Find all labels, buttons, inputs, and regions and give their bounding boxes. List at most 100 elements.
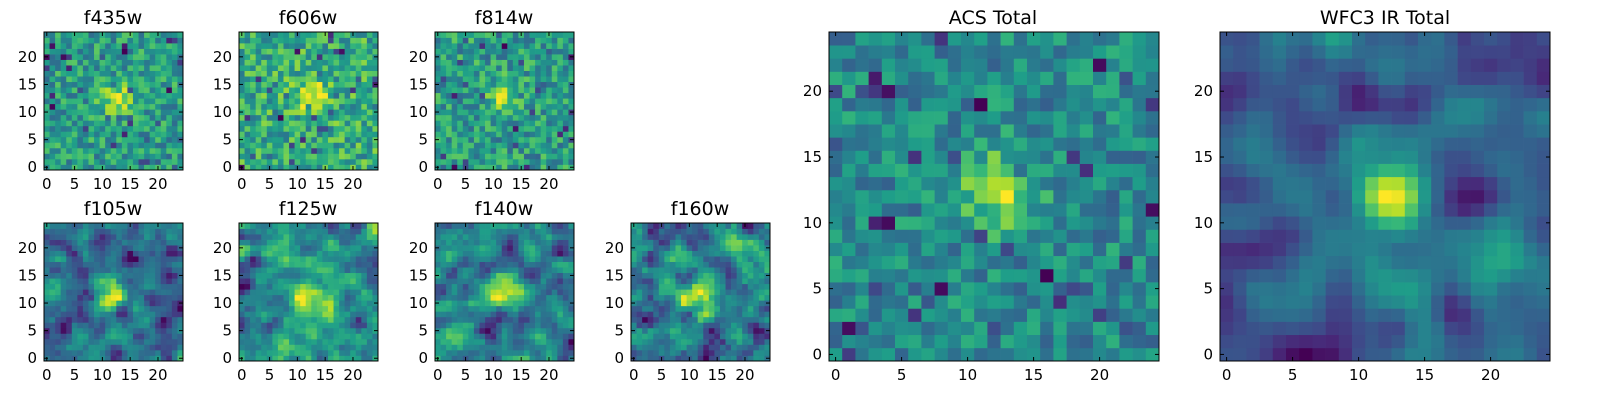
heatmap-cell (144, 142, 150, 149)
heatmap-cell (1013, 229, 1028, 243)
heatmap-cell (535, 37, 541, 44)
heatmap-cell (94, 223, 100, 229)
heatmap-cell (372, 120, 379, 127)
heatmap-cell (557, 32, 564, 38)
heatmap-cell (138, 278, 145, 285)
heatmap-cell (138, 327, 145, 334)
heatmap-cell (675, 245, 682, 251)
heatmap-cell (116, 349, 123, 356)
heatmap-cell (868, 334, 883, 349)
heatmap-cell (144, 267, 150, 274)
heatmap-cell (562, 147, 569, 154)
heatmap-cell (66, 245, 73, 251)
heatmap-cell (55, 349, 62, 356)
heatmap-cell (255, 272, 262, 279)
heatmap-cell (272, 322, 279, 329)
heatmap-cell (88, 272, 95, 279)
heatmap-cell (462, 289, 469, 296)
heatmap-cell (155, 109, 162, 116)
heatmap-cell (138, 164, 145, 171)
heatmap-cell (446, 228, 453, 235)
heatmap-cell (485, 289, 491, 296)
heatmap-cell (719, 272, 726, 279)
heatmap-cell (703, 283, 710, 290)
heatmap-cell (725, 283, 732, 290)
heatmap-cell (631, 338, 637, 345)
axes-frame-f105w (43, 222, 184, 362)
heatmap-cell (289, 344, 295, 351)
heatmap-cell (518, 272, 525, 279)
heatmap-cell (440, 70, 447, 77)
heatmap-cell (339, 256, 345, 262)
heatmap-cell (289, 164, 295, 171)
heatmap-cell (266, 81, 273, 88)
heatmap-cell (350, 87, 357, 94)
heatmap-cell (440, 37, 447, 44)
heatmap-cell (261, 344, 268, 351)
heatmap-cell (250, 267, 257, 274)
heatmap-cell (669, 333, 676, 340)
heatmap-cell (316, 54, 323, 60)
heatmap-cell (714, 250, 721, 257)
heatmap-cell (88, 278, 95, 285)
heatmap-cell (366, 125, 373, 132)
heatmap-cell (540, 267, 547, 274)
heatmap-cell (457, 153, 464, 160)
heatmap-cell (507, 300, 514, 307)
heatmap-cell (144, 54, 150, 60)
heatmap-cell (485, 333, 491, 340)
heatmap-cell (71, 250, 78, 257)
heatmap-cell (322, 70, 329, 77)
heatmap-cell (501, 245, 508, 251)
heatmap-cell (88, 223, 95, 229)
heatmap-cell (562, 48, 569, 55)
heatmap-cell (127, 256, 134, 262)
heatmap-cell (551, 289, 558, 296)
heatmap-cell (94, 164, 100, 171)
heatmap-cell (440, 349, 447, 356)
heatmap-cell (372, 92, 379, 99)
heatmap-cell (316, 333, 323, 340)
heatmap-cell (333, 120, 340, 127)
heatmap-cell (1106, 295, 1120, 309)
heatmap-cell (44, 158, 50, 165)
heatmap-cell (636, 322, 643, 329)
heatmap-cell (507, 125, 514, 132)
heatmap-cell (468, 109, 475, 116)
heatmap-cell (947, 268, 962, 283)
heatmap-cell (736, 338, 743, 345)
heatmap-cell (144, 327, 150, 334)
heatmap-cell (468, 43, 475, 49)
heatmap-cell (305, 92, 312, 99)
heatmap-cell (501, 289, 508, 296)
heatmap-cell (361, 300, 368, 307)
heatmap-cell (366, 338, 373, 345)
heatmap-cell (523, 272, 530, 279)
heatmap-cell (149, 136, 156, 143)
heatmap-cell (462, 349, 469, 356)
heatmap-cell (719, 294, 726, 301)
heatmap-cell (725, 278, 732, 285)
heatmap-cell (144, 333, 150, 340)
heatmap-cell (94, 37, 100, 44)
heatmap-cell (703, 294, 710, 301)
heatmap-cell (99, 256, 106, 262)
heatmap-cell (462, 142, 469, 149)
heatmap-cell (440, 283, 447, 290)
heatmap-cell (339, 234, 345, 240)
heatmap-cell (339, 311, 345, 318)
heatmap-cell (540, 289, 547, 296)
heatmap-cell (361, 305, 368, 312)
heatmap-cell (294, 344, 301, 351)
heatmap-cell (149, 43, 156, 49)
heatmap-cell (753, 333, 760, 340)
heatmap-cell (171, 283, 178, 290)
heatmap-cell (166, 103, 173, 110)
heatmap-cell (82, 322, 89, 329)
heatmap-cell (987, 216, 1001, 230)
heatmap-cell (99, 131, 106, 138)
heatmap-cell (255, 142, 262, 149)
heatmap-cell (1106, 216, 1120, 230)
heatmap-cell (144, 349, 150, 356)
heatmap-cell (294, 272, 301, 279)
